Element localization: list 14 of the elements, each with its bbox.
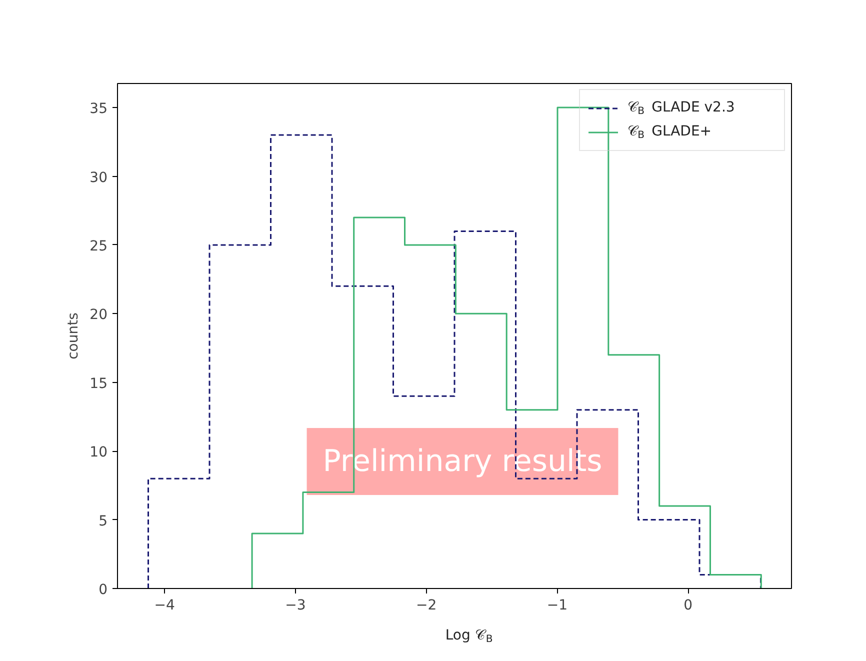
x-tick-label: −3: [285, 598, 306, 614]
x-tick-label: −2: [416, 598, 437, 614]
x-tick-label: 0: [684, 598, 693, 614]
y-tick-label: 0: [98, 582, 108, 598]
x-tick-label: −4: [154, 598, 176, 614]
y-tick-label: 15: [90, 376, 108, 392]
x-tick-label: −1: [546, 598, 568, 614]
y-tick-label: 30: [90, 170, 108, 186]
y-tick-label: 35: [90, 101, 108, 118]
y-tick-label: 25: [90, 238, 108, 254]
y-tick-label: 10: [90, 444, 108, 461]
y-tick-label: 5: [98, 513, 108, 530]
y-axis-title: counts: [66, 312, 82, 360]
y-tick-label: 20: [90, 307, 108, 324]
